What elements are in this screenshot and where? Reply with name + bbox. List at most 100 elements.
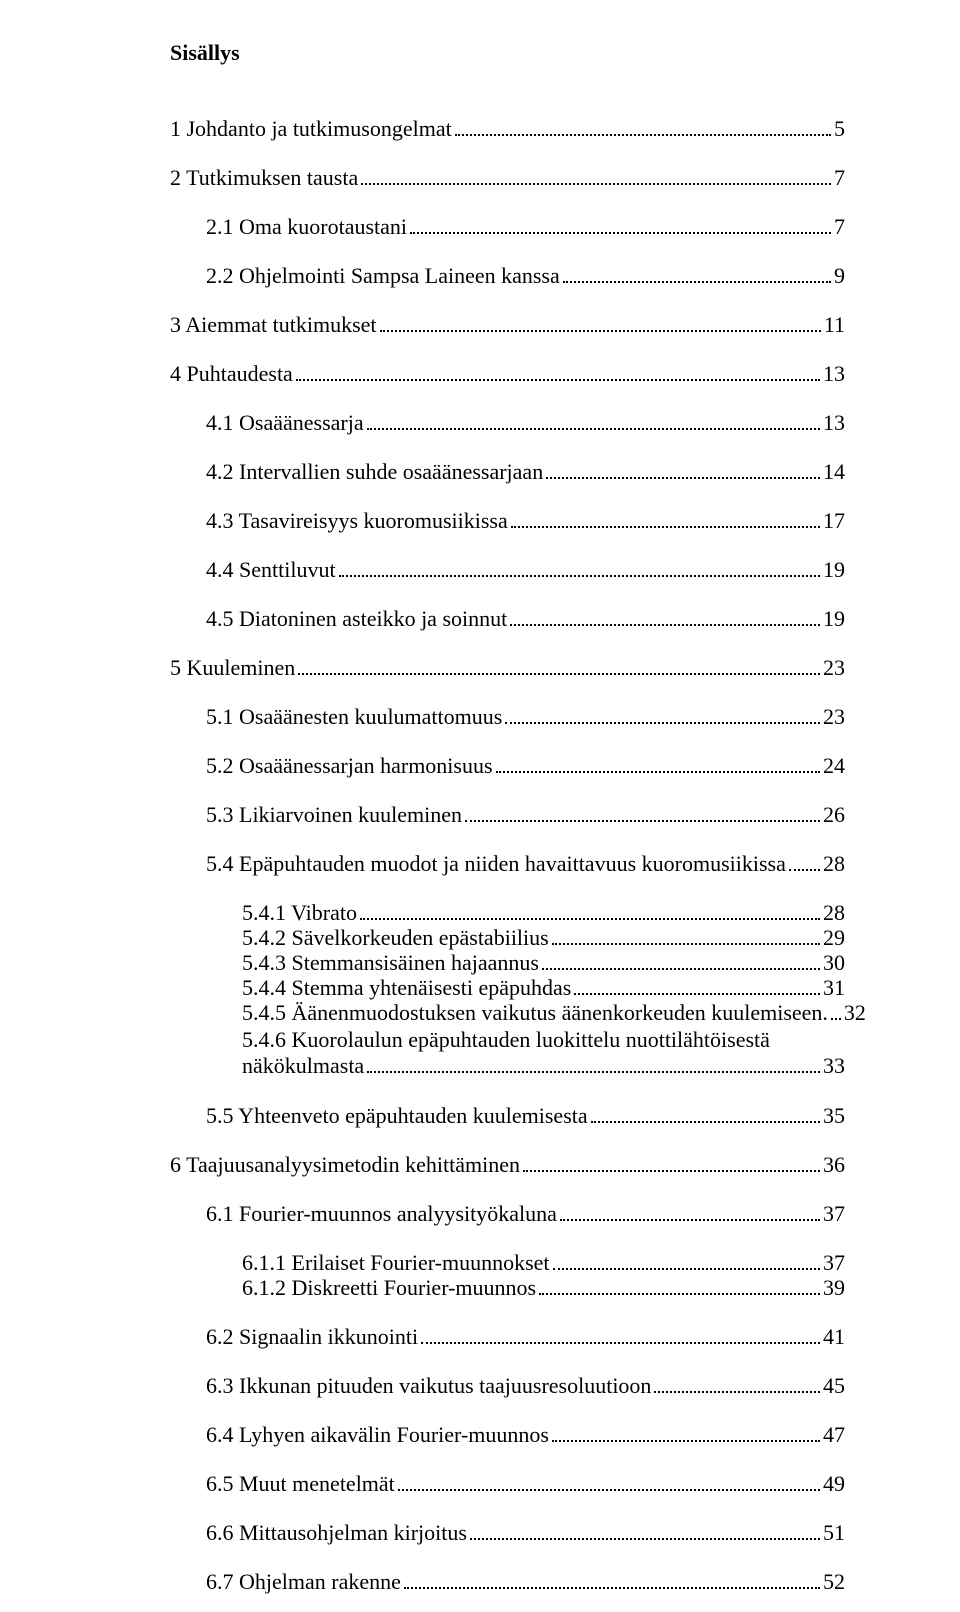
toc-entry: 1 Johdanto ja tutkimusongelmat5	[170, 118, 845, 141]
toc-leader-dots	[339, 575, 820, 577]
toc-entry: 4.3 Tasavireisyys kuoromusiikissa 17	[206, 510, 845, 533]
toc-leader-dots	[296, 379, 820, 381]
toc-leader-dots	[789, 869, 820, 871]
toc-entry: 5.3 Likiarvoinen kuuleminen 26	[206, 804, 845, 827]
toc-entry-label: 5.5 Yhteenveto epäpuhtauden kuulemisesta	[206, 1105, 588, 1127]
toc-entry-label: 2.1 Oma kuorotaustani	[206, 216, 407, 238]
toc-entry-label: 6.5 Muut menetelmät	[206, 1473, 395, 1495]
toc-leader-dots	[470, 1538, 820, 1540]
toc-entry-page: 39	[823, 1277, 845, 1299]
toc-leader-dots	[404, 1587, 820, 1589]
toc-entry: 5.4.3 Stemmansisäinen hajaannus30	[242, 952, 845, 975]
toc-entry-page: 32	[844, 1002, 866, 1024]
toc-entry: 4.5 Diatoninen asteikko ja soinnut 19	[206, 608, 845, 631]
toc-entry: 6.1.2 Diskreetti Fourier-muunnos 39	[242, 1277, 845, 1300]
toc-entry-page: 7	[834, 216, 845, 238]
toc-entry-label: 5.1 Osaäänesten kuulumattomuus	[206, 706, 502, 728]
toc-entry: 2.1 Oma kuorotaustani 7	[206, 216, 845, 239]
toc-entry-label: 5.4.6 Kuorolaulun epäpuhtauden luokittel…	[242, 1027, 845, 1053]
toc-entry-label: 6.1 Fourier-muunnos analyysityökaluna	[206, 1203, 557, 1225]
toc-entry-label: 6.7 Ohjelman rakenne	[206, 1571, 401, 1593]
toc-entry-label: 4.3 Tasavireisyys kuoromusiikissa	[206, 510, 508, 532]
toc-entry-page: 9	[834, 265, 845, 287]
toc-leader-dots	[542, 968, 820, 970]
toc-entry: 4.1 Osaäänessarja 13	[206, 412, 845, 435]
toc-entry-page: 7	[834, 167, 845, 189]
toc-entry-page: 13	[823, 363, 845, 385]
toc-leader-dots	[360, 918, 820, 920]
toc-entry-page: 28	[823, 853, 845, 875]
toc-entry-page: 19	[823, 608, 845, 630]
toc-entry-label: 5.4.4 Stemma yhtenäisesti epäpuhdas	[242, 977, 571, 999]
toc-entry-page: 31	[823, 977, 845, 999]
toc-entry-page: 24	[823, 755, 845, 777]
toc-entry-page: 35	[823, 1105, 845, 1127]
toc-container: 1 Johdanto ja tutkimusongelmat52 Tutkimu…	[170, 118, 845, 1594]
toc-leader-dots	[523, 1170, 820, 1172]
toc-entry-page: 30	[823, 952, 845, 974]
toc-entry-label: 4.1 Osaäänessarja	[206, 412, 364, 434]
toc-entry-label: 3 Aiemmat tutkimukset	[170, 314, 377, 336]
toc-leader-dots	[367, 428, 820, 430]
toc-entry-page: 17	[823, 510, 845, 532]
toc-entry-label: näkökulmasta	[242, 1053, 364, 1079]
toc-leader-dots	[380, 330, 821, 332]
toc-entry-label: 5.2 Osaäänessarjan harmonisuus	[206, 755, 493, 777]
toc-leader-dots	[552, 1440, 820, 1442]
toc-entry-page: 29	[823, 927, 845, 949]
toc-entry: 4.4 Senttiluvut19	[206, 559, 845, 582]
toc-entry-label: 6.6 Mittausohjelman kirjoitus	[206, 1522, 467, 1544]
toc-entry: 5.4.6 Kuorolaulun epäpuhtauden luokittel…	[242, 1027, 845, 1079]
toc-entry-page: 23	[823, 706, 845, 728]
toc-entry: 6.3 Ikkunan pituuden vaikutus taajuusres…	[206, 1375, 845, 1398]
toc-entry: 3 Aiemmat tutkimukset 11	[170, 314, 845, 337]
toc-entry: 6.6 Mittausohjelman kirjoitus51	[206, 1522, 845, 1545]
toc-leader-dots	[563, 281, 831, 283]
toc-leader-dots	[511, 526, 820, 528]
toc-entry: 6.5 Muut menetelmät49	[206, 1473, 845, 1496]
toc-entry: 5.4 Epäpuhtauden muodot ja niiden havait…	[206, 853, 845, 876]
toc-leader-dots	[465, 820, 820, 822]
toc-entry-page: 37	[823, 1203, 845, 1225]
toc-entry-label: 6.1.1 Erilaiset Fourier-muunnokset	[242, 1252, 550, 1274]
toc-entry-label: 5.4.2 Sävelkorkeuden epästabiilius	[242, 927, 549, 949]
toc-entry-label: 6.3 Ikkunan pituuden vaikutus taajuusres…	[206, 1375, 651, 1397]
toc-entry: 5.4.2 Sävelkorkeuden epästabiilius 29	[242, 927, 845, 950]
toc-entry-page: 47	[823, 1424, 845, 1446]
toc-leader-dots	[496, 771, 820, 773]
toc-leader-dots	[398, 1489, 820, 1491]
toc-leader-dots	[367, 1071, 820, 1073]
toc-leader-dots	[574, 993, 820, 995]
toc-entry-page: 41	[823, 1326, 845, 1348]
toc-leader-dots	[298, 673, 820, 675]
toc-entry-label: 6.2 Signaalin ikkunointi	[206, 1326, 418, 1348]
toc-entry-label: 5.4 Epäpuhtauden muodot ja niiden havait…	[206, 853, 786, 875]
toc-entry-page: 14	[823, 461, 845, 483]
toc-entry-label: 6.4 Lyhyen aikavälin Fourier-muunnos	[206, 1424, 549, 1446]
toc-entry-page: 36	[823, 1154, 845, 1176]
toc-leader-dots	[591, 1121, 820, 1123]
toc-entry-page: 13	[823, 412, 845, 434]
toc-entry: 6.1.1 Erilaiset Fourier-muunnokset 37	[242, 1252, 845, 1275]
toc-entry: 4 Puhtaudesta13	[170, 363, 845, 386]
toc-entry-label: 5.3 Likiarvoinen kuuleminen	[206, 804, 462, 826]
toc-entry-page: 26	[823, 804, 845, 826]
toc-entry: 5.2 Osaäänessarjan harmonisuus 24	[206, 755, 845, 778]
toc-entry: 5.4.5 Äänenmuodostuksen vaikutus äänenko…	[242, 1002, 845, 1025]
toc-entry-page: 37	[823, 1252, 845, 1274]
toc-entry-page: 28	[823, 902, 845, 924]
toc-entry-label: 1 Johdanto ja tutkimusongelmat	[170, 118, 452, 140]
toc-leader-dots	[560, 1219, 820, 1221]
toc-entry: 6.2 Signaalin ikkunointi 41	[206, 1326, 845, 1349]
toc-entry-label: 6.1.2 Diskreetti Fourier-muunnos	[242, 1277, 536, 1299]
toc-leader-dots	[505, 722, 820, 724]
toc-entry-page: 33	[823, 1053, 845, 1079]
toc-entry: 6.4 Lyhyen aikavälin Fourier-muunnos 47	[206, 1424, 845, 1447]
toc-title: Sisällys	[170, 40, 845, 66]
toc-entry: 5.4.1 Vibrato 28	[242, 902, 845, 925]
toc-entry-label: 5.4.1 Vibrato	[242, 902, 357, 924]
toc-entry-page: 11	[824, 314, 845, 336]
toc-entry: 6.1 Fourier-muunnos analyysityökaluna 37	[206, 1203, 845, 1226]
toc-entry-label: 4.5 Diatoninen asteikko ja soinnut	[206, 608, 507, 630]
toc-entry-page: 52	[823, 1571, 845, 1593]
